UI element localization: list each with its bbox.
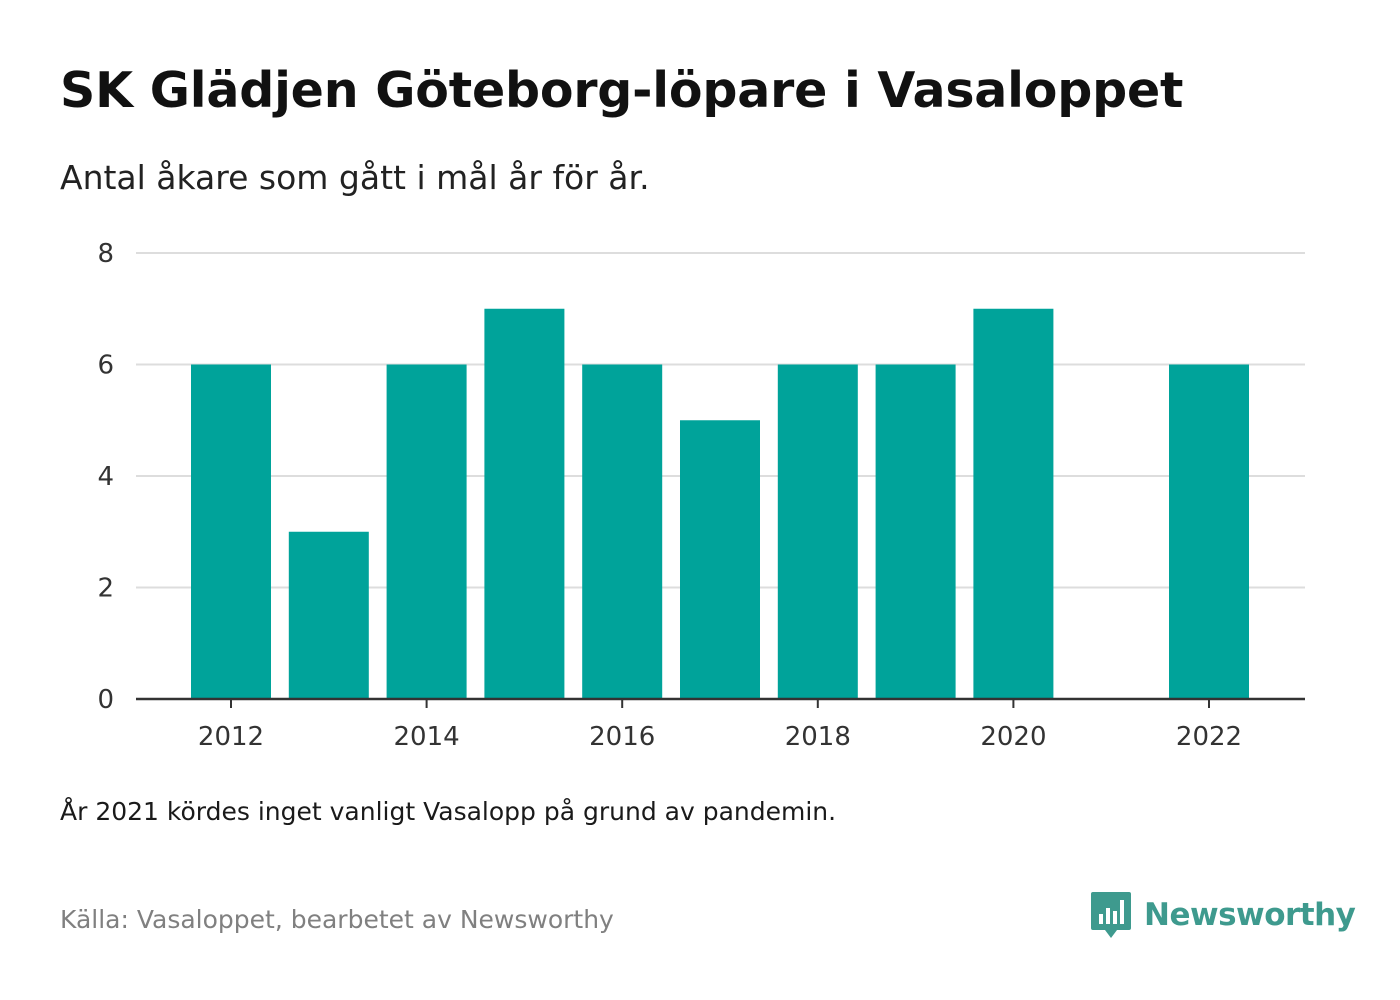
chart-note: År 2021 kördes inget vanligt Vasalopp på… bbox=[60, 797, 837, 826]
y-tick-label: 2 bbox=[97, 574, 114, 604]
bar-2018 bbox=[777, 364, 858, 699]
y-tick-label: 0 bbox=[97, 685, 114, 715]
newsworthy-logo-text: Newsworthy bbox=[1144, 897, 1356, 933]
bar-2014 bbox=[386, 364, 467, 699]
bar-chart: 0 2 4 6 8 2012 2014 2016 2018 2020 2022 bbox=[97, 239, 1305, 752]
source-text: Källa: Vasaloppet, bearbetet av Newswort… bbox=[60, 905, 614, 934]
x-tick-label: 2012 bbox=[198, 722, 264, 752]
x-tick-label: 2018 bbox=[785, 722, 851, 752]
bar-2013 bbox=[288, 531, 369, 699]
x-tick-label: 2022 bbox=[1176, 722, 1242, 752]
chart-title: SK Glädjen Göteborg-löpare i Vasaloppet bbox=[60, 62, 1184, 119]
newsworthy-logo-icon bbox=[1091, 892, 1131, 938]
x-tick-label: 2016 bbox=[589, 722, 655, 752]
bar-2017 bbox=[680, 420, 760, 699]
x-tick-label: 2020 bbox=[980, 722, 1046, 752]
y-tick-label: 6 bbox=[97, 351, 114, 381]
y-tick-label: 8 bbox=[97, 239, 114, 269]
chart-subtitle: Antal åkare som gått i mål år för år. bbox=[60, 158, 650, 197]
bar-2012 bbox=[191, 364, 271, 699]
bar-2019 bbox=[875, 364, 956, 699]
bar-2016 bbox=[582, 364, 663, 699]
y-tick-label: 4 bbox=[97, 462, 114, 492]
bar-2022 bbox=[1169, 364, 1249, 699]
bar-2020 bbox=[973, 308, 1054, 699]
newsworthy-logo[interactable]: Newsworthy bbox=[1090, 890, 1356, 940]
x-tick-label: 2014 bbox=[394, 722, 460, 752]
bar-2015 bbox=[484, 308, 565, 699]
